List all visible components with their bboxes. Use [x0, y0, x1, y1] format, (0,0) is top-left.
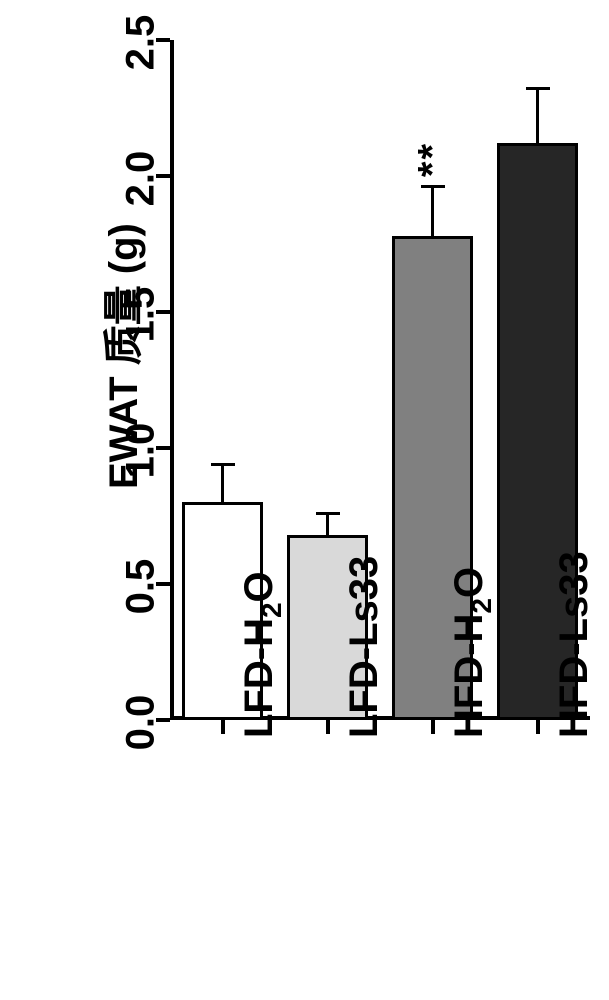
error-cap [526, 87, 550, 90]
error-bar [326, 513, 329, 535]
x-tick-label: LFD-H2O [237, 571, 288, 738]
y-tick-label: 0.0 [119, 683, 164, 763]
error-bar [536, 89, 539, 143]
error-bar [431, 187, 434, 236]
x-tick [431, 720, 435, 734]
x-tick [326, 720, 330, 734]
y-tick-label: 1.5 [119, 275, 164, 355]
y-tick-label: 0.5 [119, 547, 164, 627]
error-cap [421, 185, 445, 188]
x-tick [221, 720, 225, 734]
x-tick [536, 720, 540, 734]
error-cap [211, 463, 235, 466]
significance-marker: ** [410, 139, 455, 179]
error-bar [221, 464, 224, 502]
x-tick-label: HFD-Ls33 [552, 551, 597, 738]
y-tick-label: 2.0 [119, 139, 164, 219]
y-tick-label: 1.0 [119, 411, 164, 491]
y-tick-label: 2.5 [119, 3, 164, 83]
x-tick-label: HFD-H2O [447, 567, 498, 738]
x-tick-label: LFD-Ls33 [342, 556, 387, 738]
figure-root: EWAT 质量 (g) 0.00.51.01.52.02.5LFD-H2OLFD… [0, 0, 609, 1000]
error-cap [316, 512, 340, 515]
